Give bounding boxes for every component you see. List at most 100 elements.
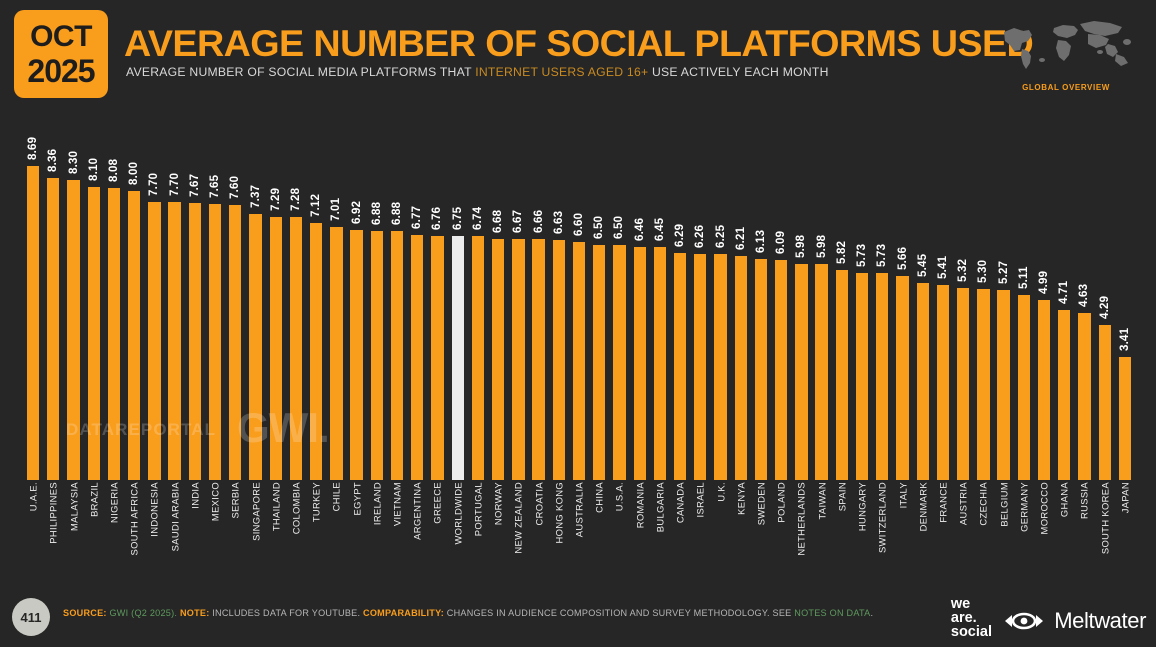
x-tick-label: SWITZERLAND (876, 482, 888, 554)
bar-column: 6.60 (569, 120, 589, 480)
x-tick-label: SPAIN (836, 482, 848, 512)
subtitle-text-1: AVERAGE NUMBER OF SOCIAL MEDIA PLATFORMS… (126, 65, 476, 79)
x-tick-column: IRELAND (367, 482, 387, 582)
bar-value-label: 8.00 (128, 161, 141, 185)
x-tick-label: DENMARK (917, 482, 929, 532)
bar-column: 7.29 (266, 120, 286, 480)
x-tick-column: BULGARIA (650, 482, 670, 582)
bar-value-label: 7.60 (229, 176, 242, 200)
x-tick-label: HONG KONG (553, 482, 565, 544)
bar (310, 222, 323, 480)
bar-column: 6.50 (589, 120, 609, 480)
bar-column: 6.68 (488, 120, 508, 480)
bar-column: 5.66 (892, 120, 912, 480)
x-tick-label: INDONESIA (148, 482, 160, 537)
bar-value-label: 6.29 (674, 223, 687, 247)
x-tick-column: U.A.E. (23, 482, 43, 582)
bar (855, 272, 869, 480)
bar (350, 229, 363, 480)
meltwater-logo: Meltwater (1001, 608, 1146, 634)
x-tick-label: KENYA (735, 482, 747, 515)
bar (512, 239, 525, 480)
x-tick-label: POLAND (775, 482, 787, 523)
bar (1078, 312, 1091, 480)
bar-column: 5.98 (791, 120, 811, 480)
bar (532, 239, 545, 480)
bar (552, 240, 565, 480)
bar (714, 254, 727, 480)
bar (148, 201, 161, 480)
x-tick-label: RUSSIA (1078, 482, 1090, 520)
we-are-social-logo: we are. social (951, 597, 992, 640)
x-tick-label: TAIWAN (816, 482, 828, 520)
page-subtitle: AVERAGE NUMBER OF SOCIAL MEDIA PLATFORMS… (126, 65, 829, 79)
bar-value-label: 5.82 (835, 240, 848, 264)
bar (128, 190, 141, 480)
x-tick-column: GERMANY (1014, 482, 1034, 582)
bar (572, 241, 586, 480)
bar-value-label: 5.11 (1017, 266, 1030, 290)
logo-line-2: are. (950, 610, 977, 627)
page-number-badge: 411 (12, 598, 50, 636)
bar-value-label: 8.10 (87, 158, 100, 182)
x-tick-label: PORTUGAL (472, 482, 484, 537)
bar (936, 284, 950, 480)
bar (188, 202, 202, 480)
header: OCT 2025 AVERAGE NUMBER OF SOCIAL PLATFO… (0, 0, 1156, 110)
bar (249, 213, 262, 480)
x-tick-column: VIETNAM (387, 482, 407, 582)
bar-column: 5.11 (1014, 120, 1034, 480)
bar (431, 235, 444, 480)
x-tick-column: SOUTH AFRICA (124, 482, 144, 582)
x-tick-column: EGYPT (347, 482, 367, 582)
bar (633, 246, 646, 480)
bar-column: 6.74 (468, 120, 488, 480)
x-tick-label: NEW ZEALAND (512, 482, 524, 554)
x-tick-label: SAUDI ARABIA (169, 482, 181, 552)
note-value: INCLUDES DATA FOR YOUTUBE. (212, 608, 361, 618)
world-map-icon (1004, 21, 1131, 69)
notes-on-data-link[interactable]: NOTES ON DATA (794, 608, 871, 618)
bar (957, 287, 970, 480)
bar (168, 201, 181, 480)
x-tick-column: FRANCE (933, 482, 953, 582)
bar-value-label: 6.88 (370, 202, 383, 226)
bar-value-label: 6.46 (633, 217, 646, 241)
bar-value-label: 6.75 (451, 206, 464, 231)
bar-value-label: 6.74 (471, 207, 484, 231)
x-tick-label: COLOMBIA (290, 482, 302, 535)
chart-plot-area: 8.69 8.36 8.30 8.10 8.08 8.00 7.70 7.70 7.67 7.65… (23, 120, 1135, 480)
x-tick-column: HONG KONG (549, 482, 569, 582)
x-tick-label: ARGENTINA (411, 482, 423, 540)
x-tick-label: SINGAPORE (250, 482, 262, 541)
bar-value-label: 4.29 (1098, 295, 1111, 319)
bar-value-label: 6.50 (613, 215, 626, 240)
x-tick-column: MEXICO (205, 482, 225, 582)
x-tick-label: BULGARIA (654, 482, 666, 533)
bar-column: 5.73 (852, 120, 872, 480)
bar-column: 7.01 (326, 120, 346, 480)
bar-column: 8.69 (23, 120, 43, 480)
bar-column: 6.77 (407, 120, 427, 480)
x-tick-column: TURKEY (306, 482, 326, 582)
x-tick-column: KENYA (731, 482, 751, 582)
bar (471, 236, 485, 480)
bar (815, 263, 828, 480)
bar-value-label: 6.77 (411, 206, 424, 230)
bar-column: 7.28 (286, 120, 306, 480)
x-tick-label: GREECE (431, 482, 443, 524)
bar (876, 272, 889, 480)
chart-x-axis: U.A.E. PHILIPPINES MALAYSIA BRAZIL NIGERIA SO… (23, 482, 1135, 582)
bar-value-label: 6.63 (552, 211, 565, 235)
x-tick-label: AUSTRALIA (573, 482, 585, 538)
global-overview-badge: GLOBAL OVERVIEW (996, 16, 1136, 92)
source-value: GWI (Q2 2025). (109, 608, 178, 618)
bar-value-label: 7.70 (168, 172, 181, 196)
bar (1098, 325, 1111, 480)
bar-value-label: 7.29 (269, 187, 282, 211)
bar-value-label: 8.30 (67, 150, 80, 175)
x-tick-column: GREECE (427, 482, 447, 582)
bar (208, 203, 222, 480)
bar (775, 259, 788, 480)
